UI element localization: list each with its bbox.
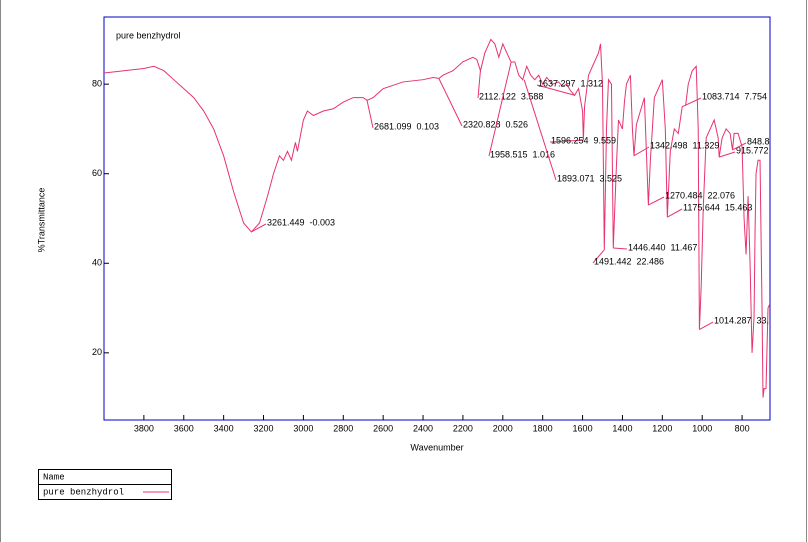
legend-header: Name — [43, 472, 65, 482]
annotation-label: 848.8 — [747, 136, 770, 146]
y-tick-label: 80 — [92, 79, 102, 89]
x-tick-label: 1400 — [612, 423, 632, 433]
x-axis-label: Wavenumber — [410, 442, 463, 452]
x-tick-label: 3400 — [214, 423, 234, 433]
x-tick-label: 2000 — [493, 423, 513, 433]
annotation-label: 2681.099 0.103 — [374, 121, 439, 131]
annotation-label: 1014.287 33. — [714, 315, 769, 325]
x-tick-label: 800 — [735, 423, 750, 433]
x-tick-label: 2400 — [413, 423, 433, 433]
annotation-leader — [699, 321, 714, 330]
x-tick-label: 3200 — [254, 423, 274, 433]
annotation-label: 1491.442 22.486 — [594, 256, 664, 266]
annotation-leader — [549, 139, 584, 143]
annotation-label: 2112.122 3.588 — [479, 91, 543, 101]
annotation-leader — [488, 62, 512, 157]
annotation-label: 1083.714 7.754 — [702, 91, 767, 101]
plot-frame — [103, 16, 771, 421]
y-tick-label: 40 — [92, 258, 102, 268]
plot-area: 3261.449 -0.003 2681.099 0.103 2320.828 0.… — [104, 38, 770, 398]
annotation-leader — [666, 208, 683, 218]
x-tick-label: 3800 — [134, 423, 154, 433]
x-tick-label: 3600 — [174, 423, 194, 433]
annotation-leader — [592, 249, 605, 264]
x-tick-label: 3000 — [293, 423, 313, 433]
x-tick-label: 2800 — [333, 423, 353, 433]
annotation-leader — [685, 97, 702, 106]
annotation-leader — [718, 151, 736, 158]
annotation-label: 1446.440 11.467 — [628, 242, 697, 252]
x-tick-label: 2600 — [373, 423, 393, 433]
y-axis-label: %Transmittance — [36, 188, 46, 253]
annotation-label: 1342.498 11.329 — [650, 140, 719, 150]
spectrum-line — [104, 38, 770, 398]
y-tick-label: 60 — [92, 168, 102, 178]
annotation-label: 1893.071 3.525 — [557, 173, 622, 183]
y-tick-label: 20 — [92, 347, 102, 357]
annotation-leader — [523, 79, 557, 181]
annotation-leader — [732, 142, 747, 151]
x-tick-label: 1200 — [652, 423, 672, 433]
x-tick-label: 1600 — [573, 423, 593, 433]
annotation-leader — [633, 146, 650, 157]
annotation-leader — [536, 84, 576, 96]
annotation-leader — [613, 247, 628, 250]
annotation-label: 1175.644 15.463 — [683, 202, 752, 212]
annotation-label: 3261.449 -0.003 — [267, 217, 335, 227]
x-tick-label: 2200 — [453, 423, 473, 433]
annotation-leader — [251, 223, 267, 233]
x-tick-label: 1000 — [692, 423, 712, 433]
x-tick-label: 1800 — [533, 423, 553, 433]
annotation-leader — [438, 78, 463, 127]
annotation-label: 1596.254 9.559 — [551, 135, 616, 145]
annotation-label: 1958.515 1.016 — [490, 149, 555, 159]
legend-label: pure benzhydrol — [43, 487, 124, 497]
annotation-leader — [366, 100, 374, 129]
annotation-label: 1270.484 22.076 — [665, 190, 735, 200]
annotation-label: 2320.828 0.526 — [463, 119, 528, 129]
chart-title: pure benzhydrol — [116, 30, 181, 40]
annotation-label: 915.772 — [736, 145, 769, 155]
annotation-leader — [648, 196, 665, 206]
annotation-leader — [477, 70, 481, 99]
annotation-label: 1637.297 1.312 — [538, 78, 603, 88]
